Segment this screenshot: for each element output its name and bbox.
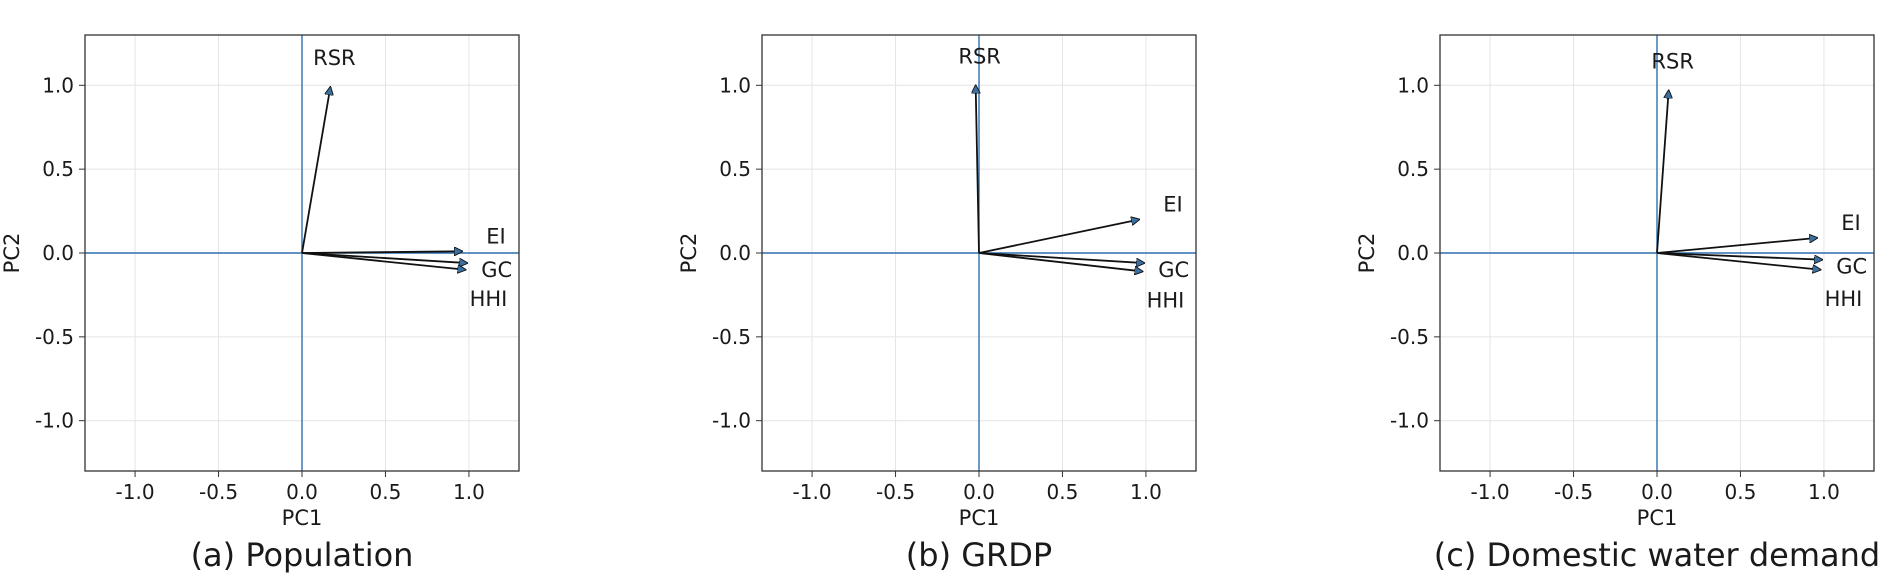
x-tick-label: -1.0 <box>793 480 832 504</box>
x-tick-label: -0.5 <box>876 480 915 504</box>
loading-vector-ei <box>978 219 1139 254</box>
loading-vector-rsr <box>1656 90 1669 254</box>
panel-caption: (b) GRDP <box>906 536 1052 574</box>
vector-label-hhi: HHI <box>470 287 508 311</box>
loading-vector-gc <box>301 252 467 263</box>
vector-label-gc: GC <box>481 258 512 282</box>
y-tick-label: 0.5 <box>1397 157 1429 181</box>
biplot-panel-2: -1.0 -0.5 0.0 0.5 1.0 -1.0 -0.5 0.0 0.5 1.0 PC1 PC2… <box>677 34 1197 574</box>
loading-vector-rsr <box>301 87 330 254</box>
vector-label-ei: EI <box>486 224 505 248</box>
x-tick-label: 1.0 <box>453 480 485 504</box>
panel-caption: (a) Population <box>191 536 414 574</box>
x-tick-label: -1.0 <box>1471 480 1510 504</box>
x-tick-label: -1.0 <box>116 480 155 504</box>
x-tick-label: 0.5 <box>1047 480 1079 504</box>
x-tick-label: 1.0 <box>1130 480 1162 504</box>
y-axis-title: PC2 <box>1355 233 1379 274</box>
y-tick-label: -0.5 <box>1390 325 1429 349</box>
loading-vector-hhi <box>1656 252 1821 270</box>
x-tick-label: 0.0 <box>963 480 995 504</box>
loading-vector-hhi <box>978 252 1143 271</box>
loading-vector-hhi <box>301 252 466 270</box>
x-tick-label: 0.0 <box>286 480 318 504</box>
x-axis-title: PC1 <box>282 506 323 530</box>
x-tick-label: -0.5 <box>1554 480 1593 504</box>
biplot-panel-1: -1.0 -0.5 0.0 0.5 1.0 -1.0 -0.5 0.0 0.5 1.0 PC1 PC2… <box>0 34 520 574</box>
vector-label-hhi: HHI <box>1147 288 1185 312</box>
vector-label-gc: GC <box>1836 255 1867 279</box>
x-tick-label: 1.0 <box>1808 480 1840 504</box>
vector-label-ei: EI <box>1841 211 1860 235</box>
y-tick-label: -1.0 <box>35 409 74 433</box>
vector-label-ei: EI <box>1163 192 1182 216</box>
y-axis-title: PC2 <box>0 233 24 274</box>
y-tick-label: 0.5 <box>42 157 74 181</box>
y-tick-label: 0.0 <box>1397 241 1429 265</box>
loading-vector-gc <box>978 252 1144 263</box>
vector-label-gc: GC <box>1158 258 1189 282</box>
loading-vector-ei <box>1656 238 1817 254</box>
vector-label-rsr: RSR <box>958 44 1001 68</box>
panel-caption: (c) Domestic water demand <box>1434 536 1880 574</box>
y-tick-label: 0.5 <box>719 157 751 181</box>
y-tick-label: -0.5 <box>35 325 74 349</box>
y-tick-label: 1.0 <box>42 73 74 97</box>
x-axis-title: PC1 <box>1637 506 1678 530</box>
x-axis-title: PC1 <box>959 506 1000 530</box>
vector-label-rsr: RSR <box>1651 49 1694 73</box>
y-tick-label: -0.5 <box>712 325 751 349</box>
y-tick-label: 1.0 <box>719 73 751 97</box>
x-tick-label: 0.0 <box>1641 480 1673 504</box>
x-tick-label: 0.5 <box>1725 480 1757 504</box>
loading-vector-rsr <box>976 85 979 254</box>
x-tick-label: 0.5 <box>370 480 402 504</box>
loading-vector-ei <box>301 251 462 253</box>
y-axis-title: PC2 <box>677 233 701 274</box>
loading-vector-gc <box>1656 252 1822 260</box>
y-tick-label: -1.0 <box>712 409 751 433</box>
y-tick-label: -1.0 <box>1390 409 1429 433</box>
vector-label-hhi: HHI <box>1825 287 1863 311</box>
y-tick-label: 0.0 <box>42 241 74 265</box>
vector-label-rsr: RSR <box>313 46 356 70</box>
biplot-panel-3: -1.0 -0.5 0.0 0.5 1.0 -1.0 -0.5 0.0 0.5 1.0 PC1 PC2… <box>1355 34 1880 574</box>
y-tick-label: 1.0 <box>1397 73 1429 97</box>
y-tick-label: 0.0 <box>719 241 751 265</box>
x-tick-label: -0.5 <box>199 480 238 504</box>
